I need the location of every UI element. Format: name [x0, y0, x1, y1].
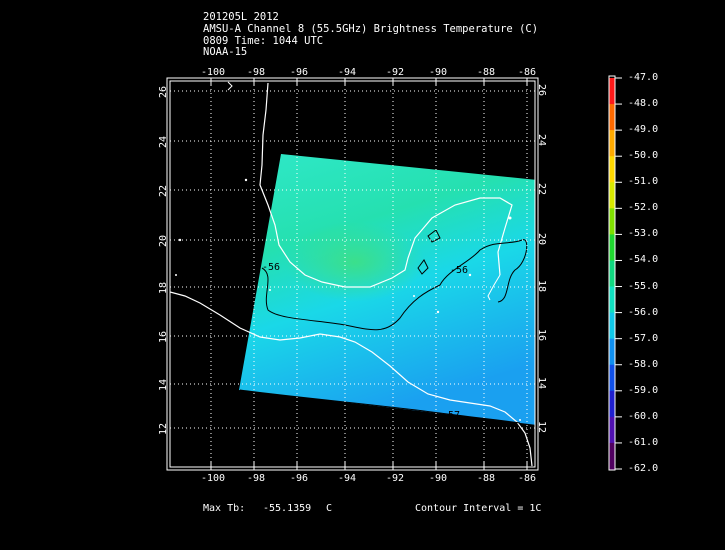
- colorbar-tick-label: -50.0: [628, 150, 659, 162]
- contour-label: -57: [442, 410, 460, 421]
- right-lat-labels: 26 24 22 20 18 16 14 12: [536, 84, 547, 433]
- colorbar-tick-label: -54.0: [628, 254, 659, 266]
- colorbar-tick-label: -59.0: [628, 384, 659, 396]
- colorbar-swatch: [609, 78, 615, 105]
- lat-tick-label: 14: [536, 377, 547, 389]
- max-tb-label: Max Tb:: [203, 503, 246, 514]
- colorbar-swatch: [609, 312, 615, 340]
- lon-tick-label: -88: [477, 67, 495, 78]
- title-line-3: 0809 Time: 1044 UTC: [203, 35, 324, 47]
- lat-lon-grid: [170, 81, 535, 467]
- lon-tick-label: -86: [518, 473, 536, 484]
- colorbar-swatch: [609, 156, 615, 183]
- lat-tick-label: 18: [158, 282, 169, 294]
- lon-tick-label: -98: [247, 67, 265, 78]
- colorbar-tick-label: -57.0: [628, 332, 659, 344]
- colorbar-swatch: [609, 416, 615, 444]
- colorbar-tick-label: -55.0: [628, 280, 659, 292]
- contour-label: -56: [450, 265, 468, 276]
- left-lat-labels: 26 24 22 20 18 16 14 12: [158, 86, 169, 435]
- colorbar: [609, 77, 622, 470]
- lon-tick-label: -90: [429, 67, 447, 78]
- colorbar-tick-label: -56.0: [628, 306, 659, 318]
- lon-tick-label: -88: [477, 473, 495, 484]
- colorbar-tick-label: -52.0: [628, 202, 659, 214]
- yucatan-east-coast: [487, 274, 501, 301]
- colorbar-swatch: [609, 260, 615, 288]
- map-frame: [169, 80, 536, 468]
- colorbar-tick-label: -48.0: [628, 98, 659, 110]
- colorbar-frame: [608, 75, 616, 471]
- lon-tick-label: -94: [338, 473, 356, 484]
- lon-tick-label: -92: [386, 67, 404, 78]
- colorbar-tick-label: -58.0: [628, 358, 659, 370]
- contour-interval: Contour Interval = 1C: [415, 503, 542, 514]
- lat-tick-label: 22: [158, 185, 169, 197]
- warm-core-patch: [285, 222, 425, 302]
- lon-tick-label: -86: [518, 67, 536, 78]
- colorbar-swatch: [609, 182, 615, 209]
- pacific-coastline: [170, 291, 533, 467]
- title-line-2: AMSU-A Channel 8 (55.5GHz) Brightness Te…: [203, 23, 539, 35]
- lat-tick-label: 24: [158, 136, 169, 148]
- lat-tick-label: 22: [536, 183, 547, 195]
- lon-tick-label: -98: [247, 473, 265, 484]
- lon-tick-label: -96: [290, 67, 308, 78]
- contour-line-57: [239, 389, 521, 424]
- lat-tick-label: 18: [536, 280, 547, 292]
- contour-label: -56: [262, 262, 280, 273]
- colorbar-tick-label: -53.0: [628, 228, 659, 240]
- colorbar-tick-label: -49.0: [628, 124, 659, 136]
- lat-tick-label: 26: [536, 84, 547, 96]
- bottom-lon-labels: -100 -98 -96 -94 -92 -90 -88 -86: [201, 473, 536, 484]
- colorbar-swatch: [609, 104, 615, 131]
- colorbar-swatch: [609, 130, 615, 157]
- lon-tick-label: -92: [386, 473, 404, 484]
- colorbar-tick-label: -62.0: [628, 463, 659, 474]
- colorbar-tick-label: -47.0: [628, 72, 659, 83]
- top-lon-labels: -100 -98 -96 -94 -92 -90 -88 -86: [201, 67, 536, 78]
- title-line-1: 201205L 2012: [203, 11, 279, 23]
- colorbar-swatch: [609, 338, 615, 366]
- contour-small-loop-2: [417, 259, 429, 275]
- lon-tick-label: -90: [429, 473, 447, 484]
- contour-line-56: [261, 239, 528, 331]
- baja-coast: [227, 81, 233, 91]
- colorbar-tick-label: -61.0: [628, 436, 659, 448]
- lat-tick-label: 12: [536, 421, 547, 433]
- island-dots: [175, 178, 521, 421]
- max-tb-unit: C: [326, 503, 333, 514]
- lat-tick-label: 14: [158, 379, 169, 391]
- lon-tick-label: -96: [290, 473, 308, 484]
- tick-marks: [210, 78, 528, 470]
- lat-tick-label: 24: [536, 134, 547, 146]
- colorbar-swatch: [609, 234, 615, 261]
- colorbar-tick-label: -60.0: [628, 410, 659, 422]
- lat-tick-label: 12: [158, 423, 169, 435]
- colorbar-swatch: [609, 442, 615, 470]
- lon-tick-label: -100: [201, 67, 225, 78]
- colorbar-swatch: [609, 208, 615, 235]
- lat-tick-label: 16: [158, 331, 169, 343]
- colorbar-tick-label: -51.0: [628, 176, 659, 188]
- colorbar-swatch: [609, 364, 615, 392]
- lat-tick-label: 20: [158, 235, 169, 247]
- lon-tick-label: -100: [201, 473, 225, 484]
- colorbar-swatch: [609, 286, 615, 314]
- lat-tick-label: 26: [158, 86, 169, 98]
- lon-tick-label: -94: [338, 67, 356, 78]
- title-line-4: NOAA-15: [203, 46, 248, 58]
- lat-tick-label: 16: [536, 329, 547, 341]
- lat-tick-label: 20: [536, 233, 547, 245]
- max-tb-value: -55.1359: [263, 503, 312, 514]
- colorbar-swatch: [609, 390, 615, 418]
